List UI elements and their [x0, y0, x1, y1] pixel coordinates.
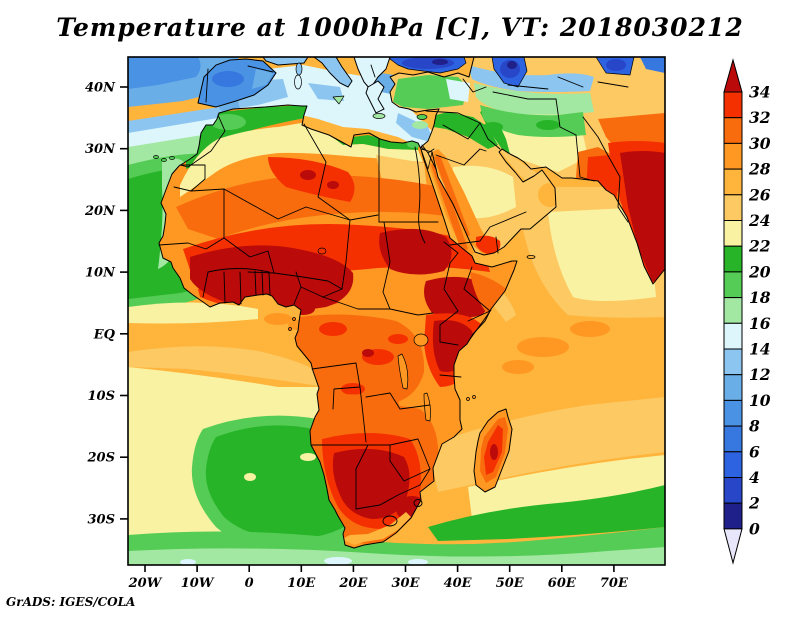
lon-tick-label: 40E	[444, 576, 473, 591]
colorbar-segment	[724, 272, 742, 298]
colorbar-tick-label: 30	[749, 134, 771, 153]
colorbar-tick-label: 26	[748, 185, 771, 204]
colorbar-segment	[724, 426, 742, 452]
colorbar-segment	[724, 323, 742, 349]
colorbar-segment	[724, 503, 742, 529]
lon-tick-label: 60E	[548, 576, 577, 591]
lat-tick-label: 30S	[88, 512, 115, 527]
colorbar-above-max-arrow	[724, 60, 742, 92]
colorbar-tick-label: 32	[749, 108, 771, 127]
colorbar-tick-label: 34	[749, 83, 771, 102]
sao-tome	[293, 318, 296, 321]
canary-islands	[154, 156, 159, 159]
crete	[373, 114, 385, 119]
colorbar-tick-label: 14	[749, 340, 771, 359]
socotra	[527, 256, 535, 259]
latitude-axis: 40N 30N 20N 10N EQ 10S 20S 30S	[84, 81, 128, 528]
corsica	[296, 63, 302, 75]
lon-tick-label: 10W	[181, 576, 215, 591]
colorbar-segment	[724, 375, 742, 401]
lat-tick-label: 10S	[88, 389, 115, 404]
renderer-credit: GrADS: IGES/COLA	[6, 595, 135, 609]
colorbar-segment	[724, 478, 742, 504]
colorbar-tick-label: 8	[749, 417, 760, 436]
lon-tick-label: 70E	[600, 576, 629, 591]
lake-chad	[318, 248, 326, 254]
lon-tick-label: 10E	[287, 576, 316, 591]
colorbar-tick-label: 10	[749, 391, 771, 410]
lat-tick-label: 30N	[85, 142, 116, 157]
longitude-axis: 20W 10W 0 10E 20E 30E 40E 50E 60E 70E	[128, 565, 629, 591]
lat-tick-label: EQ	[93, 327, 116, 342]
colorbar-tick-label: 20	[748, 262, 771, 281]
colorbar-below-min-arrow	[724, 529, 742, 563]
colorbar-segment	[724, 143, 742, 169]
colorbar-segment	[724, 400, 742, 426]
lat-tick-label: 20N	[84, 204, 116, 219]
lon-tick-label: 20W	[128, 576, 163, 591]
lat-tick-label: 10N	[85, 266, 116, 281]
grads-plot: Temperature at 1000hPa [C], VT: 20180302…	[0, 0, 800, 618]
lon-tick-label: 0	[245, 576, 254, 591]
colorbar-tick-label: 4	[749, 468, 760, 487]
comoros	[467, 398, 470, 401]
colorbar-segment	[724, 246, 742, 272]
colorbar-segment	[724, 118, 742, 144]
colorbar-segment	[724, 195, 742, 221]
lat-tick-label: 40N	[85, 81, 116, 96]
lon-tick-label: 30E	[392, 576, 421, 591]
colorbar-tick-label: 18	[749, 288, 771, 307]
cyprus	[417, 115, 427, 120]
colorbar-tick-label: 16	[749, 314, 771, 333]
lake-victoria	[414, 334, 428, 346]
lon-tick-label: 20E	[338, 576, 368, 591]
plot-title: Temperature at 1000hPa [C], VT: 20180302…	[0, 13, 800, 42]
colorbar-segment	[724, 349, 742, 375]
colorbar-tick-label: 24	[748, 211, 771, 230]
colorbar-segment	[724, 92, 742, 118]
temperature-colorbar: 3432302826242220181614121086420	[722, 58, 797, 573]
colorbar-segment	[724, 169, 742, 195]
colorbar-segment	[724, 452, 742, 478]
sardinia	[295, 75, 302, 89]
colorbar-tick-label: 2	[748, 494, 760, 513]
lon-tick-label: 50E	[496, 576, 525, 591]
colorbar-tick-label: 28	[748, 160, 771, 179]
temperature-map: 40N30N20N10NEQ10S20S30S 20W10W010E20E30E…	[128, 57, 665, 565]
colorbar-tick-label: 12	[749, 365, 771, 384]
colorbar-segment	[724, 221, 742, 247]
colorbar-segment	[724, 298, 742, 324]
colorbar-tick-label: 6	[749, 442, 760, 461]
lat-tick-label: 20S	[87, 451, 115, 466]
colorbar-tick-label: 0	[749, 519, 760, 538]
colorbar-tick-label: 22	[748, 237, 771, 256]
